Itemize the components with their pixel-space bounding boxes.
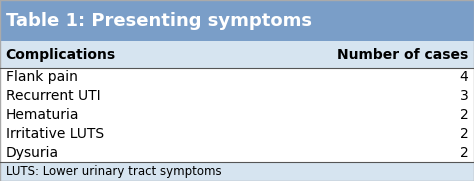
FancyBboxPatch shape <box>0 0 474 41</box>
FancyBboxPatch shape <box>0 41 474 68</box>
Text: Hematuria: Hematuria <box>6 108 79 122</box>
Text: Recurrent UTI: Recurrent UTI <box>6 89 100 103</box>
FancyBboxPatch shape <box>0 106 474 125</box>
Text: 2: 2 <box>460 127 468 141</box>
FancyBboxPatch shape <box>0 143 474 162</box>
Text: Flank pain: Flank pain <box>6 70 78 84</box>
Text: 2: 2 <box>460 146 468 160</box>
FancyBboxPatch shape <box>0 125 474 143</box>
Text: 2: 2 <box>460 108 468 122</box>
FancyBboxPatch shape <box>0 162 474 181</box>
Text: Table 1: Presenting symptoms: Table 1: Presenting symptoms <box>6 12 312 30</box>
Text: Complications: Complications <box>6 48 116 62</box>
Text: Dysuria: Dysuria <box>6 146 59 160</box>
Text: 4: 4 <box>460 70 468 84</box>
FancyBboxPatch shape <box>0 87 474 106</box>
Text: Number of cases: Number of cases <box>337 48 468 62</box>
Text: LUTS: Lower urinary tract symptoms: LUTS: Lower urinary tract symptoms <box>6 165 221 178</box>
FancyBboxPatch shape <box>0 68 474 87</box>
Text: Irritative LUTS: Irritative LUTS <box>6 127 104 141</box>
Text: 3: 3 <box>460 89 468 103</box>
